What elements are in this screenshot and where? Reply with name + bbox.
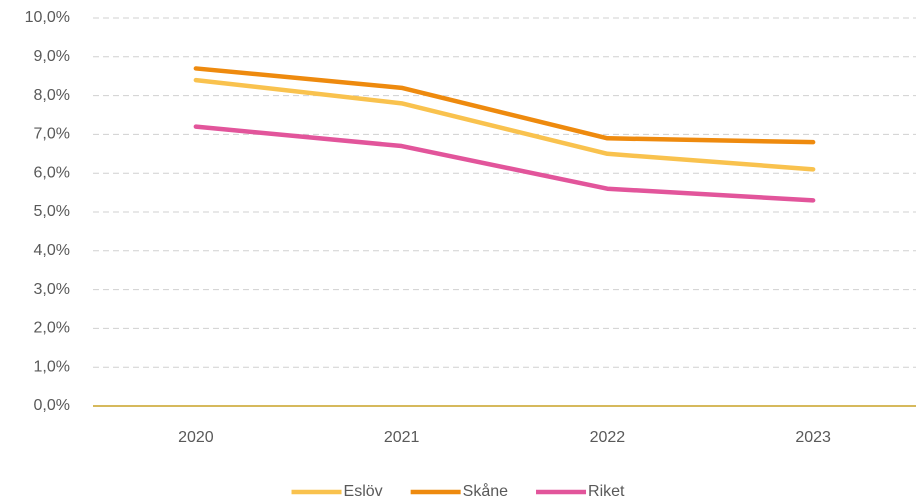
x-tick-label: 2023 (795, 429, 831, 446)
y-tick-label: 6,0% (34, 164, 70, 181)
legend-item: Skåne (410, 482, 508, 500)
data-line (193, 77, 816, 172)
legend-item: Riket (536, 483, 625, 500)
legend-label: Skåne (463, 482, 508, 500)
y-tick-label: 1,0% (34, 358, 70, 375)
legend-label: Riket (588, 483, 625, 500)
x-tick-label: 2020 (178, 429, 214, 446)
y-tick-label: 9,0% (34, 48, 70, 65)
y-tick-label: 4,0% (34, 242, 70, 259)
y-tick-label: 3,0% (34, 281, 70, 298)
y-tick-label: 7,0% (34, 126, 70, 143)
legend-item: Eslöv (291, 483, 383, 500)
y-tick-label: 5,0% (34, 203, 70, 220)
x-tick-label: 2022 (590, 429, 626, 446)
y-tick-label: 8,0% (34, 87, 70, 104)
y-tick-label: 10,0% (25, 9, 70, 26)
data-line (193, 124, 816, 203)
legend-label: Eslöv (344, 483, 383, 500)
y-tick-label: 2,0% (34, 320, 70, 337)
x-tick-label: 2021 (384, 429, 420, 446)
y-tick-label: 0,0% (34, 397, 70, 414)
data-line (193, 66, 816, 145)
